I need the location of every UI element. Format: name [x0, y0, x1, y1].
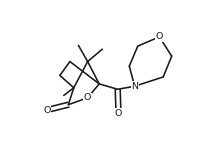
Text: O: O — [115, 109, 122, 118]
Text: O: O — [84, 93, 91, 102]
Text: O: O — [43, 106, 50, 115]
Text: N: N — [131, 82, 138, 91]
Text: O: O — [156, 32, 163, 41]
